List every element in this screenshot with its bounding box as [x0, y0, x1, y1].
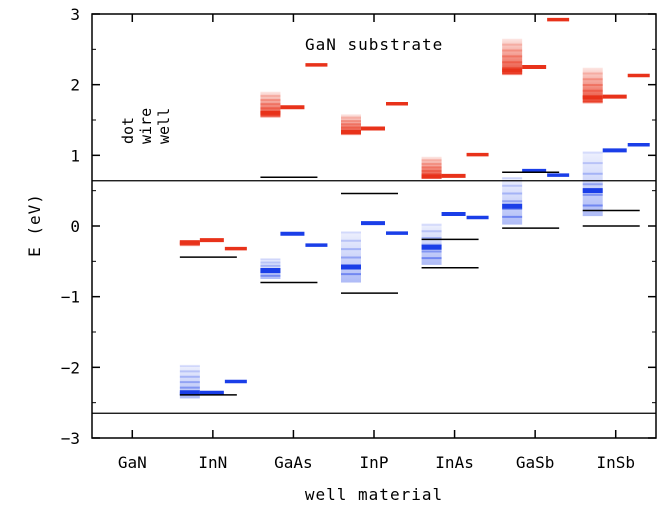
y-tick-label: −2	[61, 358, 80, 377]
plot-frame	[91, 13, 657, 439]
dot-valence-band-gasb	[502, 177, 523, 225]
x-tick-label-gasb: GaSb	[516, 453, 555, 472]
series-gaas	[260, 63, 328, 284]
plot-border	[91, 13, 657, 439]
series-inn	[179, 238, 247, 399]
dot-valence-band-insb	[582, 152, 603, 217]
legend-entry-wire: wire	[137, 108, 155, 144]
dot-conduction-band-gaas	[260, 91, 281, 117]
y-tick-label: 3	[70, 5, 80, 24]
dot-conduction-band-inp	[341, 114, 361, 135]
y-axis-ticks: −3 −2 −1 0 1 2 3	[61, 5, 656, 448]
series-gasb	[502, 17, 570, 229]
x-tick-label-gan: GaN	[118, 453, 147, 472]
reference-lines	[92, 180, 656, 414]
substrate-annotation: GaN substrate	[305, 35, 443, 54]
dot-conduction-band-insb	[582, 67, 603, 103]
series-insb	[582, 67, 650, 227]
x-tick-label-gaas: GaAs	[274, 453, 313, 472]
x-tick-label-inp: InP	[360, 453, 389, 472]
dot-valence-band-inp	[341, 232, 361, 283]
series-inp	[341, 101, 408, 294]
y-tick-label: 2	[70, 76, 80, 95]
legend-entry-dot: dot	[119, 117, 137, 144]
dot-conduction-band-inas	[421, 156, 442, 178]
x-tick-label-insb: InSb	[596, 453, 635, 472]
legend-entry-well: well	[155, 108, 173, 144]
y-axis-title: E (eV)	[25, 193, 44, 257]
y-tick-label: −3	[61, 429, 80, 448]
legend: dot wire well	[119, 108, 173, 144]
x-axis-ticks: GaN InN GaAs InP InAs GaSb InSb	[118, 14, 635, 472]
dot-conduction-band-gasb	[502, 38, 523, 75]
x-tick-label-inn: InN	[198, 453, 227, 472]
y-tick-label: 1	[70, 146, 80, 165]
energy-level-marks	[179, 17, 650, 399]
x-tick-label-inas: InAs	[435, 453, 474, 472]
y-tick-label: −1	[61, 288, 80, 307]
y-tick-label: 0	[70, 217, 80, 236]
x-axis-title: well material	[305, 485, 443, 504]
series-inas	[421, 152, 489, 269]
